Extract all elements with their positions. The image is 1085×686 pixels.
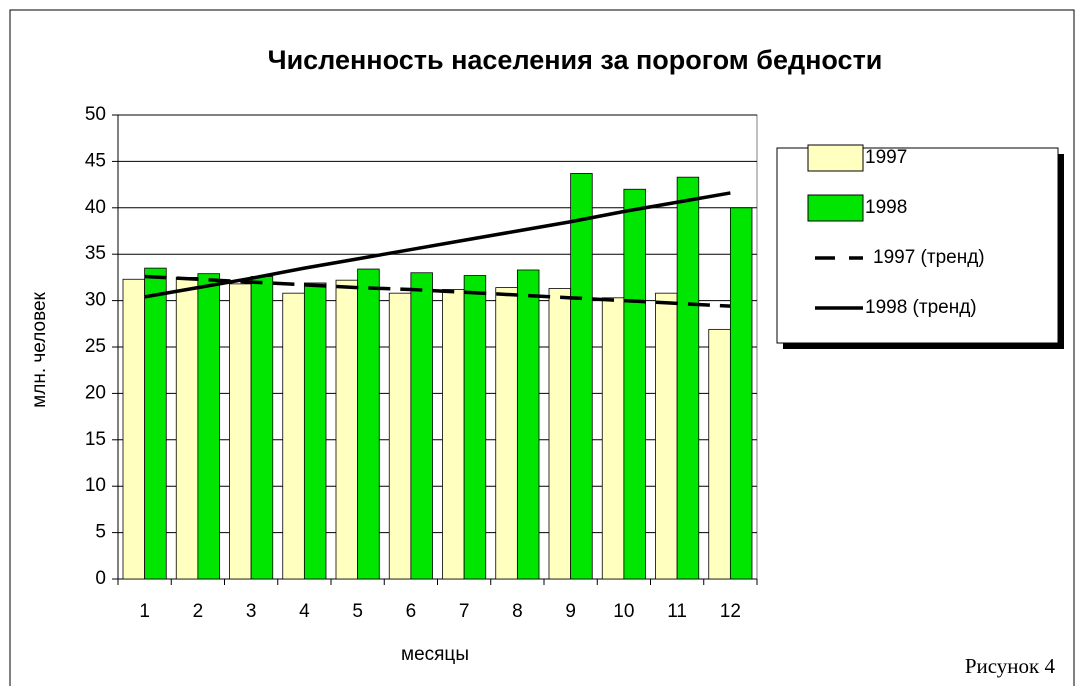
legend-label: 1997 (тренд) <box>873 247 985 268</box>
bar <box>357 268 380 580</box>
chart-title: Численность населения за порогом бедност… <box>268 45 883 75</box>
x-tick-label: 3 <box>246 601 257 622</box>
bar <box>144 267 167 580</box>
bar <box>122 278 146 580</box>
bar <box>623 188 646 580</box>
bar <box>303 282 327 580</box>
bar <box>335 279 359 580</box>
x-tick-label: 12 <box>720 601 741 622</box>
frame <box>9 9 1075 686</box>
bar <box>729 207 753 580</box>
y-tick-label: 35 <box>85 243 106 264</box>
y-tick-label: 30 <box>85 290 106 311</box>
bar <box>548 288 572 580</box>
y-tick-label: 10 <box>85 475 106 496</box>
x-tick-label: 6 <box>406 601 417 622</box>
x-tick-label: 2 <box>193 601 204 622</box>
x-tick-label: 9 <box>565 601 576 622</box>
legend-label: 1998 <box>865 197 907 218</box>
x-tick-label: 11 <box>667 601 687 622</box>
bar <box>655 292 678 580</box>
bar <box>197 273 220 580</box>
y-tick-label: 5 <box>95 522 106 543</box>
y-tick-label: 20 <box>85 382 106 403</box>
y-tick-label: 50 <box>85 104 106 125</box>
x-tick-label: 1 <box>139 601 150 622</box>
caption: Рисунок 4 <box>965 654 1056 678</box>
bar <box>250 276 274 580</box>
legend-swatch <box>807 194 864 222</box>
y-tick-label: 25 <box>85 336 106 357</box>
y-tick-label: 40 <box>85 197 106 218</box>
bar <box>410 272 433 580</box>
x-tick-label: 7 <box>459 601 470 622</box>
legend-label: 1998 (тренд) <box>865 297 977 318</box>
bar <box>442 289 465 580</box>
bar <box>282 292 305 580</box>
x-tick-label: 10 <box>613 601 634 622</box>
legend-label: 1997 <box>865 147 907 168</box>
bar <box>463 275 487 580</box>
bar <box>516 269 540 580</box>
bar <box>229 283 252 580</box>
legend <box>776 147 1059 344</box>
x-tick-label: 4 <box>299 601 310 622</box>
trend-line <box>144 191 731 299</box>
bar <box>601 297 625 580</box>
legend-swatch <box>807 144 864 172</box>
y-tick-label: 15 <box>85 429 106 450</box>
y-tick-label: 0 <box>95 568 106 589</box>
bar <box>570 173 593 580</box>
x-tick-label: 8 <box>512 601 523 622</box>
bar <box>388 292 412 580</box>
x-tick-label: 5 <box>352 601 363 622</box>
bar <box>708 328 731 580</box>
bar <box>175 276 199 580</box>
bar <box>495 287 518 580</box>
y-tick-label: 45 <box>85 150 106 171</box>
y-axis-label: млн. человек <box>29 291 50 407</box>
bar <box>676 176 700 580</box>
x-axis-label: месяцы <box>401 644 469 665</box>
